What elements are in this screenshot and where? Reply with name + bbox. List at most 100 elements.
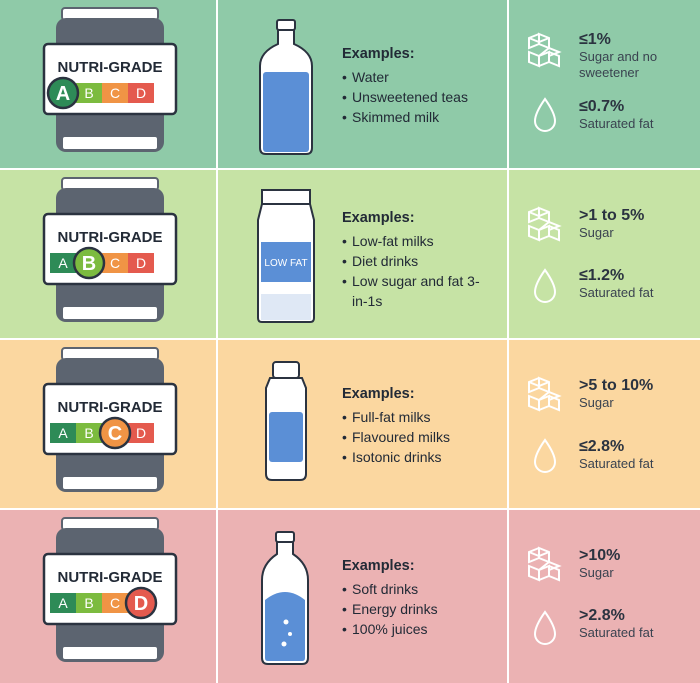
fat-threshold: ≤0.7% Saturated fat: [579, 97, 653, 132]
sugar-label: Sugar: [579, 395, 614, 410]
sugar-value: ≤1%: [579, 31, 611, 48]
grade-b-label-cell: NUTRI-GRADE A C D B: [0, 170, 216, 338]
examples-list: Full-fat milks Flavoured milks Isotonic …: [342, 407, 450, 467]
example-item: Low-fat milks: [342, 231, 492, 251]
fat-threshold: ≤1.2% Saturated fat: [579, 266, 653, 301]
grade-d-thresholds-cell: >10% Sugar >2.8% Saturated fat: [509, 510, 700, 683]
sugar-value: >10%: [579, 547, 621, 564]
sugar-threshold: >1 to 5% Sugar: [579, 206, 644, 241]
grade-letter-b: B: [84, 595, 93, 611]
example-item: Water: [342, 67, 468, 87]
example-item: Soft drinks: [342, 579, 438, 599]
label-title: NUTRI-GRADE: [58, 399, 163, 416]
fat-drop-icon: [533, 268, 557, 303]
examples-block: Examples: Low-fat milks Diet drinks Low …: [342, 208, 492, 311]
fat-drop-icon: [533, 97, 557, 132]
active-grade-letter: C: [108, 423, 122, 445]
grade-letter-a: A: [58, 595, 68, 611]
grade-letter-a: A: [58, 255, 68, 271]
fat-label: Saturated fat: [579, 456, 654, 471]
fat-value: >2.8%: [579, 607, 625, 624]
sugar-threshold: >5 to 10% Sugar: [579, 376, 653, 411]
nutri-grade-label-a: NUTRI-GRADE B C D A: [42, 7, 178, 152]
sugar-threshold: ≤1% Sugar and no sweetener: [579, 30, 689, 81]
example-item: Flavoured milks: [342, 427, 450, 447]
active-grade-letter: D: [134, 593, 148, 615]
grade-c-label-cell: NUTRI-GRADE A B D C: [0, 340, 216, 508]
fat-value: ≤0.7%: [579, 98, 625, 115]
grade-a-label-cell: NUTRI-GRADE B C D A: [0, 0, 216, 168]
grade-b-row: NUTRI-GRADE A C D B LOW FAT Examples:: [0, 170, 700, 338]
example-item: Skimmed milk: [342, 107, 468, 127]
fat-label: Saturated fat: [579, 625, 654, 640]
milk-carton-icon: LOW FAT: [257, 189, 315, 323]
grade-letter-d: D: [136, 85, 146, 101]
sugar-value: >1 to 5%: [579, 207, 645, 224]
grade-letter-c: C: [110, 595, 120, 611]
grade-letter-b: B: [84, 425, 93, 441]
examples-list: Soft drinks Energy drinks 100% juices: [342, 579, 438, 639]
sugar-threshold: >10% Sugar: [579, 546, 620, 581]
grade-d-row: NUTRI-GRADE A B C D Examples:: [0, 510, 700, 683]
grade-letter-d: D: [136, 255, 146, 271]
examples-list: Low-fat milks Diet drinks Low sugar and …: [342, 231, 492, 311]
example-item: Diet drinks: [342, 251, 492, 271]
grade-c-row: NUTRI-GRADE A B D C Examples: Full-fat m: [0, 340, 700, 508]
nutri-grade-label-d: NUTRI-GRADE A B C D: [42, 517, 178, 662]
fat-drop-icon: [533, 610, 557, 645]
grade-b-examples-cell: LOW FAT Examples: Low-fat milks Diet dri…: [218, 170, 507, 338]
grade-d-examples-cell: Examples: Soft drinks Energy drinks 100%…: [218, 510, 507, 683]
fat-threshold: ≤2.8% Saturated fat: [579, 437, 653, 472]
grade-a-thresholds-cell: ≤1% Sugar and no sweetener ≤0.7% Saturat…: [509, 0, 700, 168]
grade-c-examples-cell: Examples: Full-fat milks Flavoured milks…: [218, 340, 507, 508]
sugar-label: Sugar: [579, 225, 614, 240]
label-title: NUTRI-GRADE: [58, 229, 163, 246]
grade-letter-c: C: [110, 85, 120, 101]
nutri-grade-label-b: NUTRI-GRADE A C D B: [42, 177, 178, 322]
sugar-cubes-icon: [528, 376, 562, 412]
examples-block: Examples: Full-fat milks Flavoured milks…: [342, 384, 450, 467]
examples-title: Examples:: [342, 46, 415, 62]
example-item: Energy drinks: [342, 599, 438, 619]
carton-label: LOW FAT: [264, 258, 307, 269]
label-title: NUTRI-GRADE: [58, 59, 163, 76]
fat-value: ≤1.2%: [579, 267, 625, 284]
fat-threshold: >2.8% Saturated fat: [579, 606, 653, 641]
example-item: Isotonic drinks: [342, 447, 450, 467]
grade-a-examples-cell: Examples: Water Unsweetened teas Skimmed…: [218, 0, 507, 168]
soda-bottle-icon: [261, 531, 309, 665]
grade-a-row: NUTRI-GRADE B C D A Examples: W: [0, 0, 700, 168]
sports-bottle-icon: [265, 361, 307, 481]
grade-letter-c: C: [110, 255, 120, 271]
grade-d-label-cell: NUTRI-GRADE A B C D: [0, 510, 216, 683]
fat-value: ≤2.8%: [579, 438, 625, 455]
examples-title: Examples:: [342, 386, 415, 402]
sugar-label: Sugar and no sweetener: [579, 49, 658, 80]
grade-letter-a: A: [58, 425, 68, 441]
grade-letter-d: D: [136, 425, 146, 441]
examples-block: Examples: Water Unsweetened teas Skimmed…: [342, 44, 468, 127]
grade-letter-b: B: [84, 85, 93, 101]
sugar-cubes-icon: [528, 206, 562, 242]
fat-label: Saturated fat: [579, 285, 654, 300]
label-title: NUTRI-GRADE: [58, 569, 163, 586]
examples-title: Examples:: [342, 210, 415, 226]
active-grade-letter: B: [82, 253, 96, 275]
fat-drop-icon: [533, 438, 557, 473]
example-item: Unsweetened teas: [342, 87, 468, 107]
sugar-label: Sugar: [579, 565, 614, 580]
sugar-cubes-icon: [528, 32, 562, 68]
examples-block: Examples: Soft drinks Energy drinks 100%…: [342, 556, 438, 639]
water-bottle-icon: [259, 19, 313, 155]
active-grade-letter: A: [56, 83, 70, 105]
grade-c-thresholds-cell: >5 to 10% Sugar ≤2.8% Saturated fat: [509, 340, 700, 508]
example-item: Full-fat milks: [342, 407, 450, 427]
fat-label: Saturated fat: [579, 116, 654, 131]
example-item: Low sugar and fat 3-in-1s: [342, 271, 492, 311]
grade-b-thresholds-cell: >1 to 5% Sugar ≤1.2% Saturated fat: [509, 170, 700, 338]
example-item: 100% juices: [342, 619, 438, 639]
nutri-grade-label-c: NUTRI-GRADE A B D C: [42, 347, 178, 492]
sugar-cubes-icon: [528, 546, 562, 582]
examples-title: Examples:: [342, 558, 415, 574]
